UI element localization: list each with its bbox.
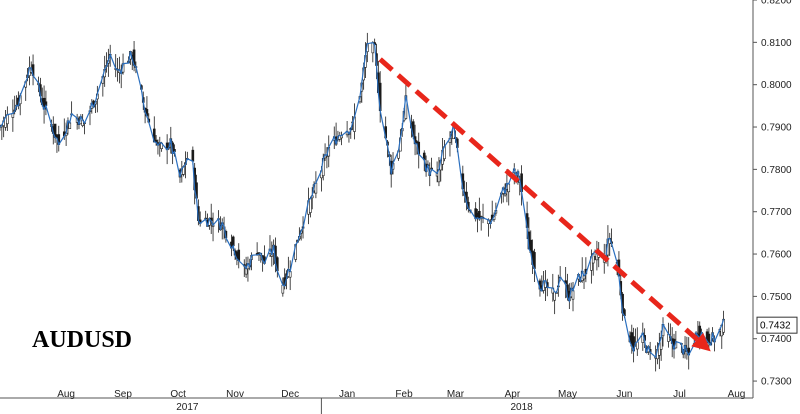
x-tick-label: Feb xyxy=(395,389,413,400)
last-price-box xyxy=(756,316,798,334)
candle-body xyxy=(237,249,241,261)
x-tick-label: Jul xyxy=(673,389,686,400)
y-tick-label: 0.7500 xyxy=(761,292,792,303)
x-tick-label: May xyxy=(558,389,577,400)
y-tick-label: 0.7300 xyxy=(761,377,792,388)
y-tick-label: 0.7900 xyxy=(761,123,792,134)
x-tick-label: Aug xyxy=(728,389,746,400)
year-label: 2018 xyxy=(510,402,533,413)
y-axis: 0.7300 0.7400 0.7500 0.7600 0.7700 0.7800 0.79… xyxy=(752,0,792,398)
x-axis: Aug Sep Oct Nov Dec Jan Feb Mar Apr May Jun Jul Aug 2… xyxy=(0,389,753,414)
y-tick-label: 0.7400 xyxy=(761,334,792,345)
candle-body xyxy=(309,198,312,213)
candle-body xyxy=(503,193,507,196)
last-price-value: 0.7432 xyxy=(760,321,791,332)
x-tick-label: Sep xyxy=(114,389,132,400)
candle-body xyxy=(231,236,235,247)
candle-body xyxy=(191,149,195,162)
y-tick-label: 0.8200 xyxy=(761,0,792,7)
x-tick-label: Dec xyxy=(281,389,299,400)
x-tick-label: Mar xyxy=(447,389,465,400)
y-tick-label: 0.7700 xyxy=(761,207,792,218)
trend-arrow-head xyxy=(691,332,711,352)
y-tick-label: 0.7800 xyxy=(761,165,792,176)
candle-body xyxy=(270,254,274,257)
x-tick-label: Aug xyxy=(57,389,75,400)
x-tick-label: Oct xyxy=(170,389,186,400)
y-tick-label: 0.7600 xyxy=(761,250,792,261)
candle-body xyxy=(314,182,318,194)
candle-body xyxy=(281,284,285,294)
y-tick-label: 0.8000 xyxy=(761,80,792,91)
candle-body xyxy=(571,290,575,300)
x-tick-label: Jan xyxy=(339,389,355,400)
x-tick-label: Nov xyxy=(226,389,244,400)
x-tick-label: Jun xyxy=(616,389,632,400)
price-candles xyxy=(0,32,725,372)
downtrend-arrow xyxy=(378,57,711,352)
candle-body xyxy=(507,183,511,193)
x-tick-label: Apr xyxy=(505,389,521,400)
year-label: 2017 xyxy=(176,402,199,413)
last-price-marker: 0.7432 xyxy=(756,316,798,334)
ticker-label: AUDUSD xyxy=(32,327,132,353)
y-tick-label: 0.8100 xyxy=(761,38,792,49)
